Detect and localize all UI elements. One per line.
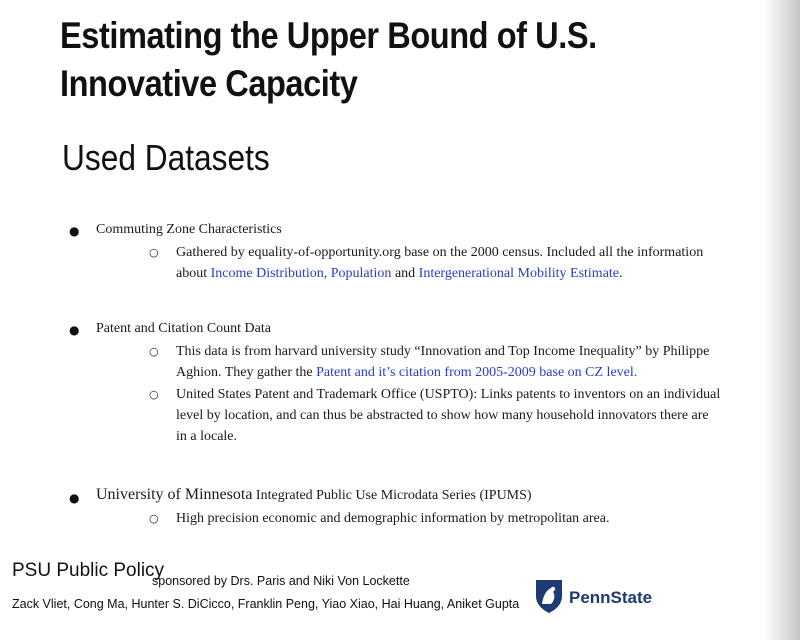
- section-1-item-1-line2: about Income Distribution, Population an…: [176, 266, 623, 281]
- section-1-item-1: Gathered by equality-of-opportunity.org …: [176, 242, 703, 284]
- section-2-item-1-line2: Aghion. They gather the Patent and it’s …: [176, 365, 638, 380]
- title-line-2: Innovative Capacity: [60, 63, 358, 104]
- section-1-item-1-line1: Gathered by equality-of-opportunity.org …: [176, 245, 704, 260]
- bullet-3: ●: [69, 491, 80, 505]
- slide-subtitle: Used Datasets: [62, 137, 270, 178]
- bullet-2: ●: [69, 323, 80, 337]
- footer-sponsor: sponsored by Drs. Paris and Niki Von Loc…: [152, 574, 410, 588]
- footer-org: PSU Public Policy: [12, 560, 165, 581]
- university-name: University of Minnesota: [96, 486, 253, 503]
- ipums-name: Integrated Public Use Microdata Series (…: [252, 488, 532, 503]
- mobility-estimate-link[interactable]: Intergenerational Mobility Estimate: [418, 266, 620, 281]
- subbullet-2-2: ○: [149, 388, 159, 401]
- section-2-item-2: United States Patent and Trademark Offic…: [176, 384, 720, 447]
- patent-citation-link[interactable]: Patent and it’s citation from 2005-2009 …: [316, 365, 638, 380]
- footer-authors: Zack Vliet, Cong Ma, Hunter S. DiCicco, …: [12, 597, 520, 611]
- pennstate-logo-text: PennState: [569, 588, 653, 607]
- section-2-item-2-line2: level by location, and can thus be abstr…: [176, 408, 709, 423]
- bullet-1: ●: [69, 224, 80, 238]
- section-2-heading: Patent and Citation Count Data: [96, 321, 271, 336]
- slide-title: Estimating the Upper Bound of U.S. Innov…: [60, 12, 623, 108]
- nittany-lion-shield-icon: [536, 580, 562, 613]
- section-1-heading: Commuting Zone Characteristics: [96, 222, 282, 237]
- subbullet-1-1: ○: [149, 246, 159, 259]
- section-2-item-2-line1: United States Patent and Trademark Offic…: [176, 387, 721, 402]
- title-line-1: Estimating the Upper Bound of U.S.: [60, 15, 597, 56]
- section-2-item-1: This data is from harvard university stu…: [176, 341, 709, 383]
- section-2-item-2-line3: in a locale.: [176, 429, 238, 444]
- slide-edge-shadow: [764, 0, 800, 640]
- section-3-item-1: High precision economic and demographic …: [176, 511, 610, 526]
- income-population-link[interactable]: Income Distribution, Population: [210, 266, 392, 281]
- section-2-item-1-line1: This data is from harvard university stu…: [176, 344, 710, 359]
- subbullet-2-1: ○: [149, 345, 159, 358]
- section-3-heading: University of Minnesota Integrated Publi…: [96, 484, 532, 506]
- subbullet-3-1: ○: [149, 512, 159, 525]
